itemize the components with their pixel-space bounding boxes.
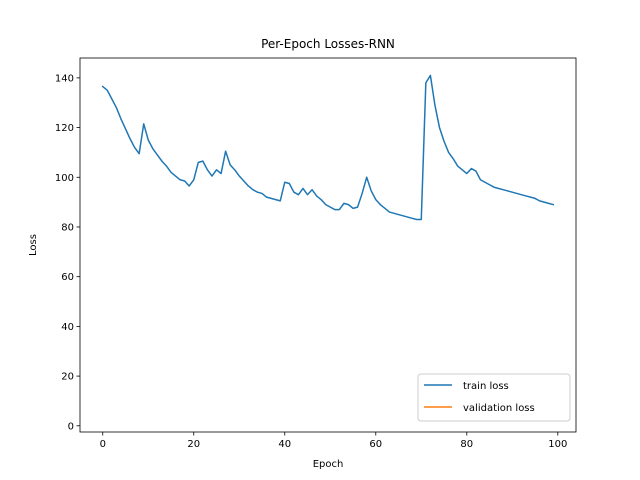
y-tick-label: 40 <box>61 322 74 333</box>
y-tick-label: 140 <box>55 73 74 84</box>
axes-frame <box>79 57 577 433</box>
y-tick-label: 80 <box>61 222 74 233</box>
legend-label-validation-loss: validation loss <box>463 403 535 414</box>
y-tick-label: 60 <box>61 272 74 283</box>
x-tick-label: 80 <box>460 439 473 450</box>
plot-area: 0 20 40 60 80 100 0 20 40 60 80 100 120 140 <box>55 57 577 450</box>
y-tick-label: 0 <box>68 421 74 432</box>
x-tick-label: 40 <box>278 439 291 450</box>
x-tick-label: 60 <box>369 439 382 450</box>
y-axis-title: Loss <box>28 234 39 256</box>
x-axis-title: Epoch <box>313 459 344 470</box>
x-tick-label: 0 <box>100 439 106 450</box>
legend: train loss validation loss <box>417 373 571 422</box>
series-line-0 <box>101 74 555 221</box>
y-tick-label: 120 <box>55 123 74 134</box>
chart-title: Per-Epoch Losses-RNN <box>261 37 395 51</box>
y-tick-label: 100 <box>55 173 74 184</box>
legend-label-train-loss: train loss <box>463 381 509 392</box>
x-tick-label: 100 <box>548 439 567 450</box>
x-tick-label: 20 <box>187 439 200 450</box>
y-tick-label: 20 <box>61 372 74 383</box>
legend-frame <box>417 373 571 422</box>
